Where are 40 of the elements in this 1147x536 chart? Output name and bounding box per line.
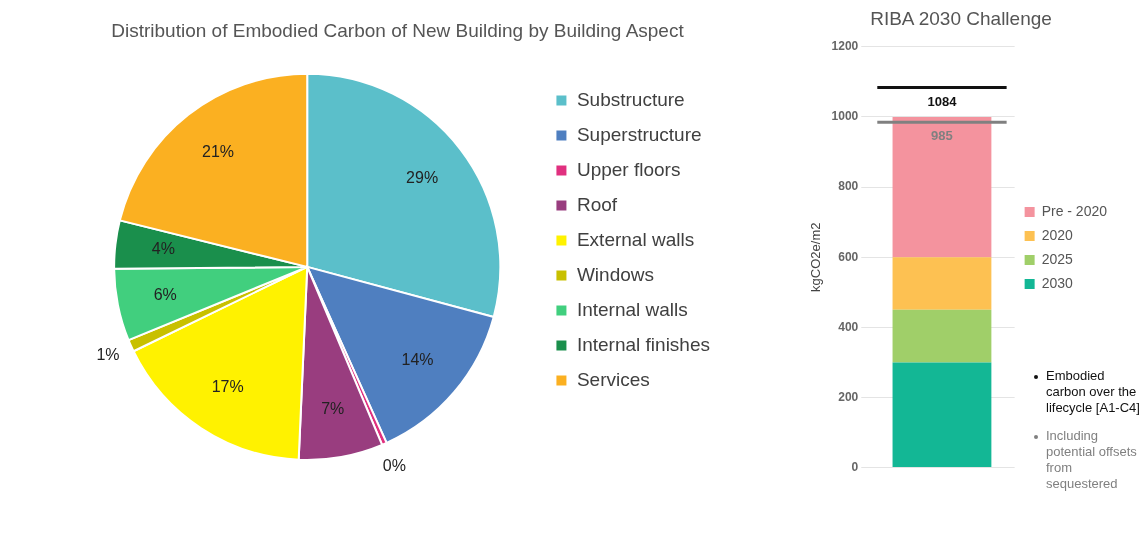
data-label: 21%: [201, 143, 235, 161]
chart-title: RIBA 2030 Challenge: [870, 7, 1052, 29]
y-axis-title: kgCO2e/m2: [808, 222, 824, 292]
text: Embodied carbon over the lifecycle [A1-C4]: [1046, 368, 1140, 415]
legend-label: 2025: [1041, 250, 1073, 267]
legend-label: Pre - 2020: [1041, 202, 1108, 219]
legend-label: Windows: [576, 263, 654, 285]
data-label: 0%: [382, 457, 406, 475]
data-label: 14%: [401, 351, 434, 369]
ref-line-label: 985: [931, 128, 953, 144]
y-tick-label: 200: [838, 389, 859, 404]
y-tick-label: 0: [851, 459, 859, 474]
legend-label: Internal finishes: [576, 333, 710, 355]
bar: [892, 309, 992, 363]
y-tick-label: 600: [838, 249, 859, 264]
data-label: 29%: [406, 169, 439, 187]
legend-label: Internal walls: [576, 298, 688, 320]
legend-label: 2020: [1041, 226, 1073, 243]
data-label: 17%: [211, 378, 244, 396]
y-tick-label: 400: [838, 319, 859, 334]
legend-label: Roof: [576, 193, 618, 215]
legend-label: Superstructure: [576, 123, 702, 145]
data-label: 4%: [151, 240, 175, 258]
legend-label: External walls: [576, 228, 695, 250]
data-label: 7%: [321, 399, 345, 417]
bar: [892, 257, 992, 310]
legend-label: Substructure: [576, 88, 685, 110]
data-label: 6%: [153, 285, 177, 303]
chart-title: Distribution of Embodied Carbon of New Building by Building Aspect: [111, 19, 685, 41]
bar: [892, 116, 992, 258]
y-tick-label: 1000: [831, 109, 859, 124]
data-label: 1%: [96, 346, 120, 364]
text: Including potential offsets from sequestered: [1046, 428, 1137, 491]
bar: [892, 362, 992, 468]
ref-line-label: 1084: [927, 93, 958, 109]
y-tick-label: 1200: [831, 39, 859, 54]
y-tick-label: 800: [838, 179, 859, 194]
legend-label: Upper floors: [576, 158, 681, 180]
legend-label: Services: [576, 368, 650, 390]
legend-label: 2030: [1041, 274, 1073, 291]
